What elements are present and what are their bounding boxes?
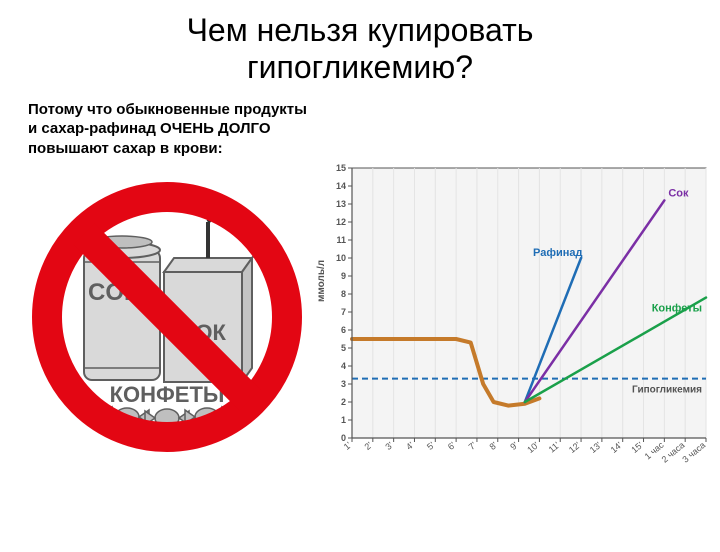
content-row: COLA СОК — [0, 158, 720, 482]
series-label-konfety: Конфеты — [652, 303, 702, 315]
xtick-label: 14' — [609, 440, 625, 455]
ytick-label: 6 — [341, 325, 346, 335]
hypo-label: Гипогликемия — [632, 385, 702, 396]
xtick-label: 10' — [525, 440, 541, 455]
prohibition-graphic: COLA СОК — [12, 162, 322, 472]
ytick-label: 13 — [336, 199, 346, 209]
subtitle-line1: Потому что обыкновенные продукты — [28, 101, 307, 118]
ytick-label: 3 — [341, 379, 346, 389]
ytick-label: 5 — [341, 343, 346, 353]
page-title: Чем нельзя купировать гипогликемию? — [0, 12, 720, 86]
ytick-label: 14 — [336, 181, 346, 191]
xtick-label: 11' — [547, 440, 562, 455]
chart-svg: 1'2'3'4'5'6'7'8'9'10'11'12'13'14'15'1 ча… — [322, 162, 712, 482]
ytick-label: 11 — [336, 235, 346, 245]
xtick-label: 3 часа — [680, 440, 707, 465]
series-label-sok: Сок — [668, 187, 689, 199]
ytick-label: 2 — [341, 397, 346, 407]
ytick-label: 0 — [341, 433, 346, 443]
ytick-label: 9 — [341, 271, 346, 281]
ytick-label: 4 — [341, 361, 346, 371]
ytick-label: 12 — [336, 217, 346, 227]
xtick-label: 12' — [567, 440, 583, 455]
chart-container: ммоль/л 1'2'3'4'5'6'7'8'9'10'11'12'13'14… — [322, 162, 712, 482]
title-line1: Чем нельзя купировать — [187, 12, 534, 48]
candy-label: КОНФЕТЫ — [110, 382, 225, 407]
xtick-label: 13' — [588, 440, 604, 455]
subtitle: Потому что обыкновенные продукты и сахар… — [28, 100, 348, 159]
ytick-label: 15 — [336, 163, 346, 173]
series-label-rafinad: Рафинад — [533, 247, 582, 259]
ytick-label: 1 — [341, 415, 346, 425]
ytick-label: 7 — [341, 307, 346, 317]
title-line2: гипогликемию? — [247, 49, 473, 85]
subtitle-line2: и сахар-рафинад ОЧЕНЬ ДОЛГО — [28, 120, 271, 137]
ytick-label: 10 — [336, 253, 346, 263]
subtitle-line3: повышают сахар в крови: — [28, 140, 223, 157]
ytick-label: 8 — [341, 289, 346, 299]
prohibition-svg: COLA СОК — [12, 162, 322, 472]
